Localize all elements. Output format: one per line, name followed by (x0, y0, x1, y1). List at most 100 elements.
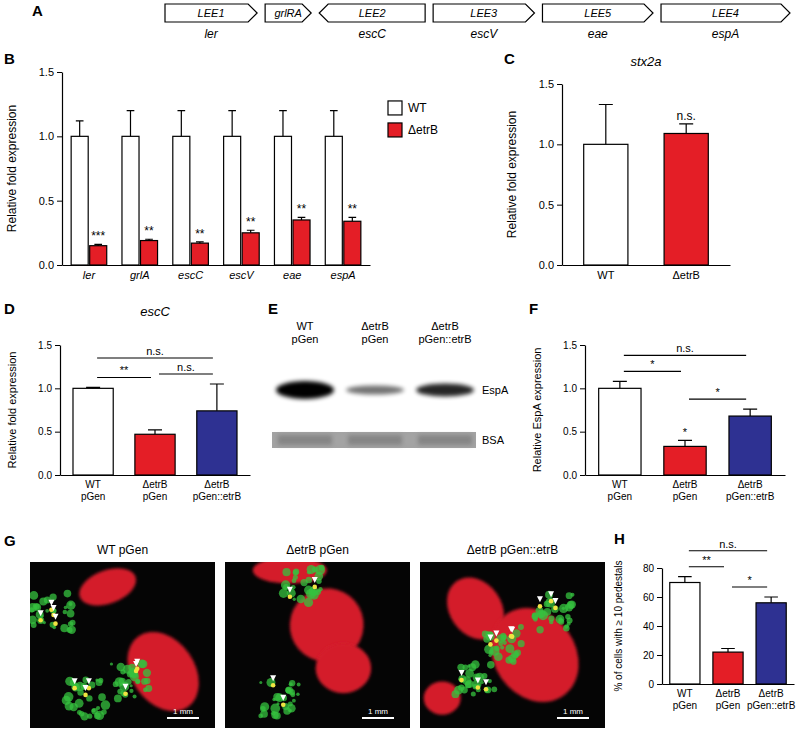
y-axis: 0.00.51.01.5 (539, 78, 563, 271)
cell (113, 618, 214, 725)
image-background (30, 562, 215, 728)
arrowhead (51, 605, 57, 611)
legend-item: ΔetrB (388, 123, 438, 137)
operon-label: LEE5 (584, 7, 612, 19)
cell (424, 682, 461, 715)
arrowhead (134, 659, 140, 665)
bacteria (66, 601, 75, 610)
y-tick-mark (55, 475, 60, 476)
chart: 020406080WTpGenΔetrBpGenΔetrBpGen::etrB%… (613, 538, 796, 711)
x-tick-label: ΔetrBpGen (715, 688, 740, 711)
error-bar (148, 430, 162, 434)
gene-label: escV (470, 27, 498, 41)
bacteria (533, 617, 538, 622)
x-tick: eae (283, 265, 301, 281)
pedestal (271, 683, 276, 688)
bar (670, 583, 700, 685)
x-axis-line (63, 265, 371, 266)
operon-arrow (165, 4, 257, 22)
arrowhead (270, 675, 276, 681)
y-tick-label: 0.0 (563, 470, 577, 481)
bacteria (45, 609, 49, 613)
x-axis-line (563, 265, 731, 266)
bacteria (139, 660, 147, 668)
image-background (225, 562, 410, 728)
error-bar (210, 384, 224, 411)
arrowhead (483, 679, 489, 685)
arrowhead (86, 678, 92, 684)
y-tick: 1.5 (563, 340, 585, 351)
operon-arrow (433, 4, 534, 22)
legend-label: WT (408, 101, 427, 115)
y-tick-label: 1.5 (539, 78, 554, 90)
y-axis-line (662, 569, 663, 685)
bacteria (563, 625, 569, 631)
y-tick-mark (657, 626, 662, 627)
y-tick-mark (57, 136, 62, 137)
significance-label: ** (348, 202, 358, 216)
bacteria (282, 568, 290, 576)
operon-label: LEE2 (359, 7, 386, 19)
bacteria (130, 684, 133, 687)
cell (473, 591, 597, 719)
bacteria (64, 590, 72, 598)
x-tick: WT (597, 265, 614, 281)
x-axis: lergrlAescCescVeaeespA (63, 265, 371, 281)
y-tick: 1.0 (39, 130, 62, 142)
image-background (420, 562, 605, 728)
y-axis-title: Relative fold expression (6, 352, 18, 469)
significance-label: ** (195, 227, 205, 241)
bacteria (487, 661, 495, 669)
pedestal (459, 678, 464, 683)
bacteria (315, 565, 325, 575)
bar (344, 221, 361, 265)
error-bar (678, 577, 692, 583)
x-tick: ΔetrBpGen (715, 684, 740, 711)
arrowhead (548, 591, 554, 597)
legend-swatch (388, 101, 402, 115)
y-tick-label: 1.5 (563, 340, 577, 351)
significance-bracket (97, 357, 213, 358)
micrograph (225, 562, 410, 728)
y-tick-mark (557, 84, 562, 85)
x-tick-label: espA (331, 269, 356, 281)
bacteria (500, 645, 504, 649)
bar (191, 243, 208, 265)
pedestal (494, 638, 499, 643)
plot-area (670, 577, 786, 684)
y-tick-label: 1.0 (38, 383, 52, 394)
bacteria (114, 694, 122, 702)
bacteria (272, 698, 275, 701)
gene-label: eae (588, 27, 608, 41)
pedestal (135, 666, 140, 671)
bacteria (293, 575, 298, 580)
bacteria (565, 614, 570, 619)
significance-bracket (97, 377, 151, 378)
bacteria (270, 704, 280, 714)
chart: 0.00.51.01.5WTpGenΔetrBpGenΔetrBpGen::et… (6, 304, 251, 502)
arrowhead (493, 631, 499, 637)
y-tick-mark (580, 388, 585, 389)
y-tick-mark (580, 432, 585, 433)
y-tick-label: 0.5 (38, 426, 52, 437)
error-bar (86, 387, 100, 389)
y-axis-title: Relative fold expression (5, 105, 19, 232)
error-bar (743, 409, 757, 416)
y-tick-mark (580, 475, 585, 476)
bacteria (289, 682, 293, 686)
x-tick-label: WT (597, 269, 614, 281)
y-tick: 0.5 (539, 199, 562, 211)
bacteria (133, 694, 137, 698)
bar (293, 220, 310, 265)
arrowhead (280, 695, 286, 701)
x-tick-label: WTpGen (673, 688, 697, 711)
y-tick: 0.5 (38, 426, 60, 437)
bacteria (315, 589, 321, 595)
error-bar (348, 217, 356, 221)
arrowhead (509, 627, 515, 633)
blot-band (278, 435, 332, 445)
y-tick-mark (657, 568, 662, 569)
significance-label: n.s. (146, 345, 164, 357)
x-tick-label: ΔetrBpGen (672, 479, 697, 502)
x-tick-label: ΔetrBpGen (142, 479, 167, 502)
